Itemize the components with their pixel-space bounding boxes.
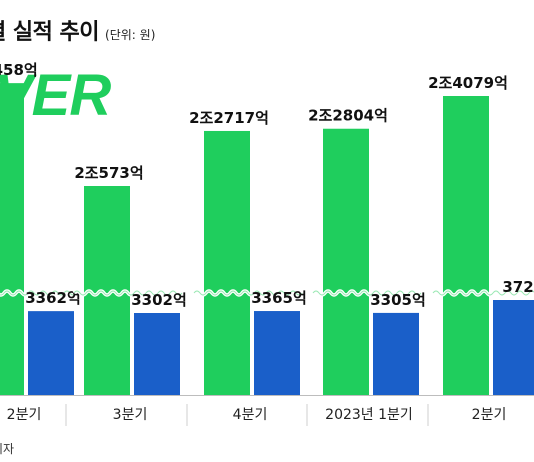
revenue-value-label: 2조4079억 xyxy=(428,74,508,92)
chart-title-block: 별 실적 추이 (단위: 원) xyxy=(0,14,155,46)
category-label: 4분기 xyxy=(233,407,268,423)
axis-break-mark xyxy=(73,290,183,296)
axis-break-mark xyxy=(193,290,303,296)
unit-label: (단위: 원) xyxy=(105,28,156,42)
category-label: 2분기 xyxy=(7,407,42,423)
profit-value-label: 3302억 xyxy=(131,291,187,309)
axis-break-mark xyxy=(0,290,77,296)
profit-value-label: 3305억 xyxy=(370,291,426,309)
revenue-bar xyxy=(323,128,369,395)
revenue-bar xyxy=(0,83,24,395)
profit-value-label: 3365억 xyxy=(251,289,307,307)
profit-bar xyxy=(254,311,300,395)
chart-title: 별 실적 추이 xyxy=(0,20,100,45)
category-label: 3분기 xyxy=(113,407,148,423)
profit-bar xyxy=(493,300,534,395)
revenue-value-label: 2조458억 xyxy=(0,61,38,79)
revenue-value-label: 2조2804억 xyxy=(308,107,388,125)
axis-break-mark xyxy=(312,290,422,296)
revenue-value-label: 2조573억 xyxy=(74,164,143,182)
axis-break-mark xyxy=(432,290,534,296)
profit-value-label: 3362억 xyxy=(25,289,81,307)
revenue-value-label: 2조2717억 xyxy=(189,109,269,127)
profit-value-label: 372 xyxy=(502,278,533,296)
profit-bar xyxy=(28,311,74,395)
profit-bar xyxy=(373,312,419,395)
category-label: 2분기 xyxy=(472,407,507,423)
revenue-bar xyxy=(204,130,250,395)
revenue-bar xyxy=(443,96,489,395)
category-label: 2023년 1분기 xyxy=(325,407,413,423)
profit-bar xyxy=(134,313,180,395)
source-credit: 기자 xyxy=(0,442,15,456)
